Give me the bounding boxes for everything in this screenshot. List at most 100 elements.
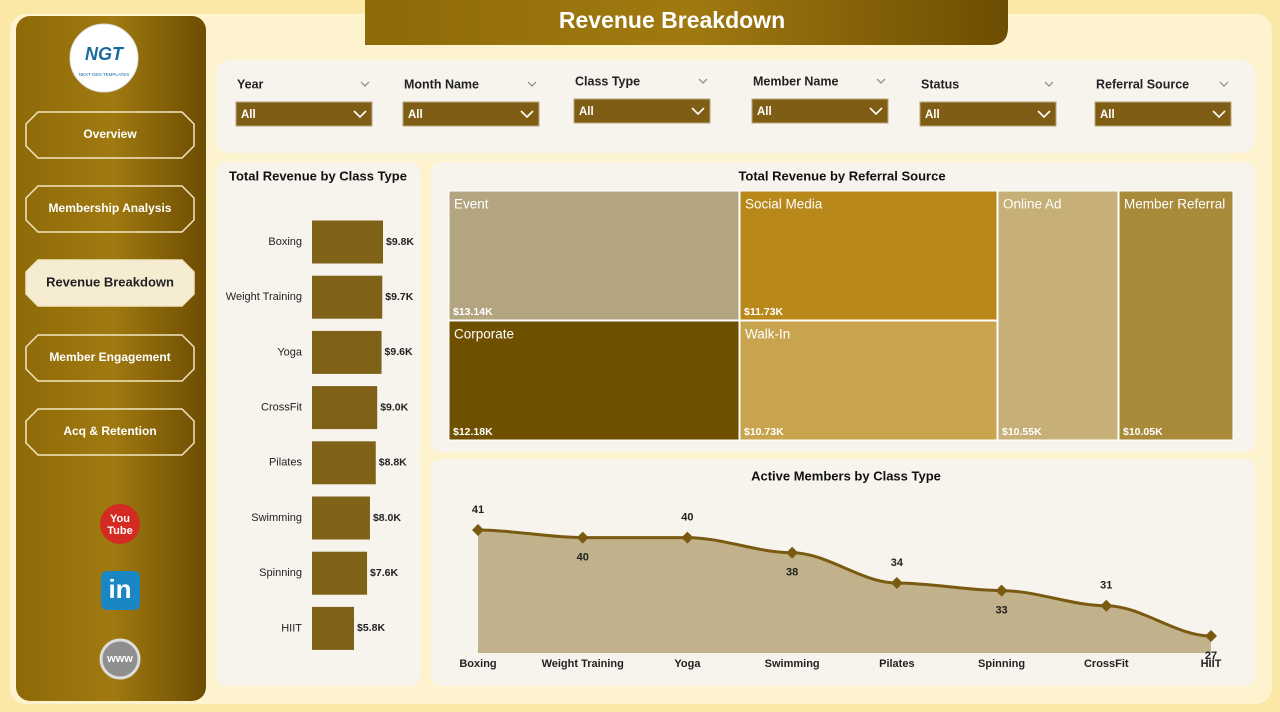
- category-label: Weight Training: [542, 658, 624, 670]
- marker: [890, 577, 903, 589]
- bar: [312, 275, 383, 319]
- treemap-tile: [448, 190, 740, 321]
- nav-label[interactable]: Membership Analysis: [49, 201, 172, 215]
- category-label: Weight Training: [226, 291, 302, 303]
- value-label: 33: [995, 604, 1007, 616]
- value-label: $9.6K: [385, 346, 413, 358]
- chart-title: Total Revenue by Class Type: [229, 168, 407, 183]
- category-label: Yoga: [674, 658, 701, 670]
- tile-label: Member Referral: [1124, 197, 1225, 212]
- dropdown-chevron: [353, 110, 367, 119]
- page-title: Revenue Breakdown: [559, 7, 785, 33]
- filter-dropdown[interactable]: [1094, 101, 1232, 127]
- dropdown-chevron: [869, 107, 883, 116]
- filter-dropdown[interactable]: [573, 98, 711, 124]
- dropdown-chevron: [1037, 110, 1051, 119]
- dropdown-chevron: [520, 110, 534, 119]
- tile-value: $10.55K: [1002, 426, 1042, 438]
- filter-chevron: [360, 81, 370, 87]
- logo: [69, 23, 139, 93]
- social-text[interactable]: You: [110, 513, 130, 525]
- filter-value[interactable]: All: [925, 109, 940, 121]
- category-label: Spinning: [259, 567, 302, 579]
- filter-chevron: [876, 78, 886, 84]
- filter-value[interactable]: All: [408, 109, 423, 121]
- category-label: Pilates: [269, 457, 303, 469]
- marker: [681, 531, 694, 544]
- web-icon[interactable]: [99, 638, 141, 680]
- filter-value[interactable]: All: [757, 106, 772, 118]
- marker: [472, 524, 484, 536]
- filter-panel: [216, 60, 1255, 153]
- filter-label: Status: [921, 77, 959, 91]
- bar: [312, 220, 383, 264]
- linkedin-icon[interactable]: [101, 571, 140, 610]
- nav-button[interactable]: [25, 334, 195, 382]
- category-label: Yoga: [277, 346, 303, 358]
- filter-value[interactable]: All: [579, 106, 594, 118]
- category-label: Spinning: [978, 658, 1025, 670]
- social-text[interactable]: Tube: [107, 525, 132, 537]
- dropdown-chevron: [1212, 110, 1226, 119]
- category-label: Boxing: [459, 658, 496, 670]
- bar: [312, 330, 382, 374]
- filter-dropdown[interactable]: [751, 98, 889, 124]
- treemap-tile: [997, 190, 1119, 441]
- category-label: HIIT: [281, 622, 302, 634]
- value-label: $9.0K: [380, 401, 408, 413]
- value-label: $8.8K: [379, 457, 407, 469]
- marker: [786, 546, 799, 559]
- nav-button[interactable]: [25, 259, 195, 307]
- chart-title: Total Revenue by Referral Source: [738, 168, 945, 183]
- value-label: $9.8K: [386, 236, 414, 248]
- filter-dropdown[interactable]: [402, 101, 540, 127]
- treemap-tile: [448, 320, 740, 441]
- category-label: Pilates: [879, 658, 914, 670]
- filter-chevron: [1219, 81, 1229, 87]
- filter-dropdown[interactable]: [235, 101, 373, 127]
- chart-title: Active Members by Class Type: [751, 468, 941, 483]
- category-label: CrossFit: [261, 402, 302, 414]
- treemap-tile: [739, 320, 998, 441]
- filter-chevron: [698, 78, 708, 84]
- treemap-tile: [739, 190, 998, 321]
- nav-button[interactable]: [25, 408, 195, 456]
- value-label: 27: [1205, 650, 1217, 662]
- nav-label[interactable]: Overview: [83, 127, 137, 141]
- treemap-tile: [1118, 190, 1234, 441]
- filter-value[interactable]: All: [241, 109, 256, 121]
- tile-value: $13.14K: [453, 306, 493, 318]
- tile-value: $10.73K: [744, 426, 784, 438]
- category-label: CrossFit: [1084, 658, 1129, 670]
- dropdown-chevron: [691, 107, 705, 116]
- title-banner: [365, 0, 1008, 45]
- value-label: $8.0K: [373, 512, 401, 524]
- value-label: $9.7K: [385, 291, 413, 303]
- marker: [1100, 599, 1113, 612]
- nav-label[interactable]: Member Engagement: [49, 350, 170, 364]
- nav-button[interactable]: [25, 185, 195, 233]
- marker: [995, 584, 1008, 597]
- tile-label: Walk-In: [745, 327, 790, 342]
- tile-label: Social Media: [745, 197, 823, 212]
- filter-chevron: [527, 81, 537, 87]
- nav-label[interactable]: Revenue Breakdown: [46, 274, 174, 289]
- category-label: Swimming: [765, 658, 820, 670]
- nav-label[interactable]: Acq & Retention: [63, 424, 156, 438]
- filter-value[interactable]: All: [1100, 109, 1115, 121]
- tile-value: $11.73K: [744, 306, 784, 318]
- bar: [312, 606, 355, 650]
- filter-dropdown[interactable]: [919, 101, 1057, 127]
- filter-chevron: [1044, 81, 1054, 87]
- value-label: 41: [472, 504, 484, 516]
- bar: [312, 551, 368, 595]
- youtube-icon[interactable]: [100, 504, 140, 544]
- social-text[interactable]: in: [108, 574, 131, 604]
- social-text[interactable]: www: [106, 653, 133, 665]
- value-label: 40: [577, 551, 589, 563]
- category-label: HIIT: [1201, 658, 1222, 670]
- area-fill: [478, 530, 1211, 653]
- nav-button[interactable]: [25, 111, 195, 159]
